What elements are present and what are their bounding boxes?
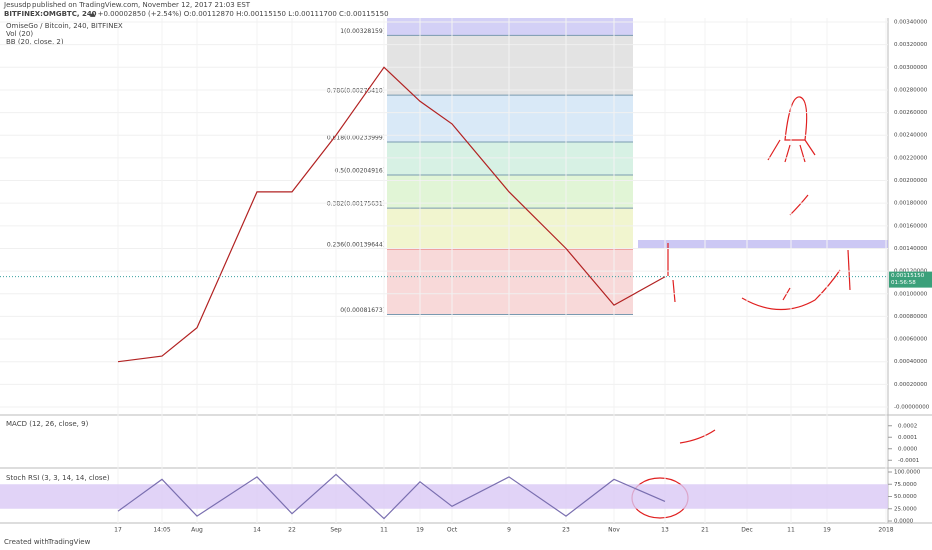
x-tick-label: Dec — [741, 527, 753, 534]
x-tick-label: 19 — [823, 527, 831, 534]
stoch-tick-label: 50.0000 — [894, 494, 917, 500]
footer-brand: TradingView — [47, 538, 91, 546]
x-tick-label: 9 — [507, 527, 511, 534]
fib-band — [387, 142, 633, 175]
fib-extension — [387, 18, 633, 36]
y-tick-label: 0.00040000 — [894, 359, 928, 365]
countdown: 01:56:58 — [891, 280, 916, 286]
x-tick-label: 14:05 — [153, 527, 170, 534]
resistance-zone — [638, 240, 888, 249]
y-tick-label: 0.00060000 — [894, 337, 928, 343]
fib-label: 1(0.00328159) — [340, 28, 385, 35]
published: published on TradingView.com, November 1… — [32, 1, 251, 9]
y-tick-label: 0.00340000 — [894, 20, 928, 26]
stoch-line — [117, 473, 666, 520]
y-tick-label: 0.00200000 — [894, 178, 928, 184]
x-tick-label: Sep — [330, 527, 342, 534]
fib-label: 0(0.00081673) — [340, 307, 385, 314]
fib-band — [387, 35, 633, 96]
macd-title: MACD (12, 26, close, 9) — [6, 420, 89, 428]
y-tick-label: 0.00140000 — [894, 246, 928, 252]
x-tick-label: 11 — [380, 527, 388, 534]
y-tick-label: 0.00240000 — [894, 133, 928, 139]
y-tick-label: -0.00000000 — [894, 405, 930, 411]
y-tick-label: 0.00220000 — [894, 155, 928, 161]
macd-tick-label: 0.0000 — [898, 446, 918, 452]
fib-label: 0.5(0.00204916) — [335, 167, 386, 174]
y-tick-label: 0.00160000 — [894, 223, 928, 229]
chart-title: OmiseGo / Bitcoin, 240, BITFINEX — [6, 22, 123, 30]
symbol: BITFINEX:OMGBTC, 240 — [4, 10, 97, 18]
x-tick-label: 21 — [701, 527, 709, 534]
price-line — [117, 66, 666, 363]
fib-label: 0.618(0.00233999) — [327, 135, 385, 142]
y-tick-label: 0.00300000 — [894, 65, 928, 71]
stoch-band — [0, 484, 888, 509]
footer-created: Created with — [4, 538, 49, 546]
fib-band — [387, 95, 633, 143]
stoch-tick-label: 75.0000 — [894, 482, 917, 488]
x-tick-label: 14 — [253, 527, 261, 534]
last-price-box — [889, 271, 932, 288]
y-tick-label: 0.00100000 — [894, 291, 928, 297]
x-tick-label: 11 — [787, 527, 795, 534]
stoch-tick-label: 100.0000 — [894, 470, 921, 476]
stoch-title: Stoch RSI (3, 3, 14, 14, close) — [6, 474, 110, 482]
quote: ▲ +0.00002850 (+2.54%) O:0.00112870 H:0.… — [90, 10, 389, 18]
y-tick-label: 0.00180000 — [894, 201, 928, 207]
last-price-label: 0.00115150 — [891, 273, 925, 279]
y-tick-label: 0.00260000 — [894, 110, 928, 116]
x-tick-label: 13 — [661, 527, 669, 534]
x-tick-label: 19 — [416, 527, 424, 534]
stoch-tick-label: 0.0000 — [894, 519, 914, 525]
fib-band — [387, 208, 633, 249]
author: Jesusdp — [3, 1, 32, 9]
indicator: Vol (20) — [6, 30, 33, 38]
fib-label: 0.786(0.00275410) — [327, 88, 385, 95]
x-tick-label: 23 — [562, 527, 570, 534]
macd-tick-label: 0.0001 — [898, 435, 917, 441]
macd-tick-label: 0.0002 — [898, 423, 917, 429]
x-tick-label: Nov — [608, 527, 620, 534]
x-tick-label: 22 — [288, 527, 296, 534]
drawings — [631, 96, 851, 519]
y-tick-label: 0.00020000 — [894, 382, 928, 388]
fib-label: 0.382(0.00175631) — [327, 201, 385, 208]
x-tick-label: 17 — [114, 527, 122, 534]
stoch-tick-label: 25.0000 — [894, 506, 917, 512]
fib-band — [387, 248, 633, 315]
y-tick-label: 0.00280000 — [894, 87, 928, 93]
x-tick-label: 2018 — [878, 527, 893, 534]
y-tick-label: 0.00080000 — [894, 314, 928, 320]
indicator: BB (20, close, 2) — [6, 38, 64, 46]
x-tick-label: Oct — [447, 527, 458, 534]
y-tick-label: 0.00320000 — [894, 42, 928, 48]
x-tick-label: Aug — [191, 527, 203, 534]
macd-tick-label: -0.0001 — [898, 458, 919, 464]
fib-label: 0.236(0.00139644) — [327, 241, 385, 248]
